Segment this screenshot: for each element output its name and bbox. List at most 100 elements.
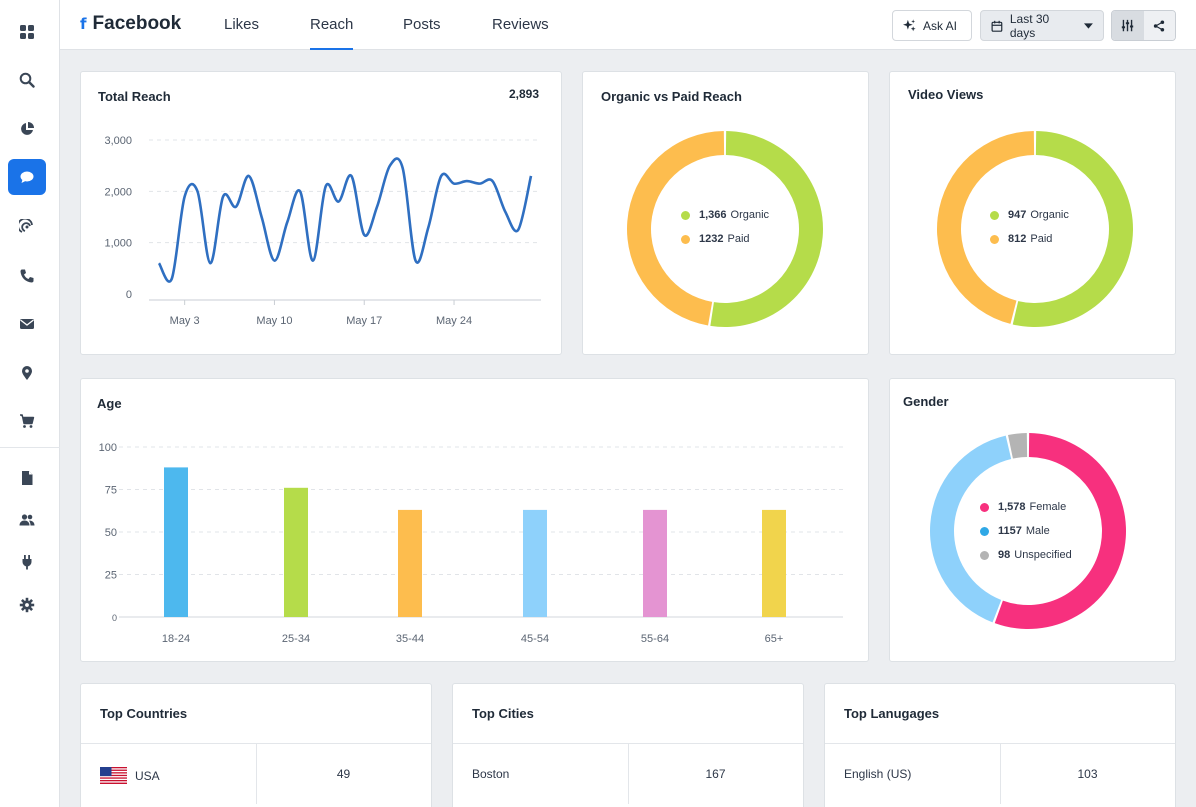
age-bar-55-64: [643, 509, 667, 617]
document-icon[interactable]: [8, 460, 46, 496]
x-tick-label: 55-64: [641, 633, 669, 645]
sliders-icon: [1122, 19, 1134, 32]
table-row[interactable]: English (US) 103: [825, 744, 1175, 804]
search-icon[interactable]: [8, 62, 46, 98]
top-countries-card: Top Countries USA 49: [80, 683, 432, 807]
language-name: English (US): [844, 767, 912, 781]
y-tick-label: 0: [112, 613, 117, 623]
language-value: 103: [1077, 767, 1098, 781]
organic-slice: [710, 131, 823, 327]
date-range-label: Last 30 days: [1009, 11, 1050, 40]
country-name: USA: [135, 768, 160, 783]
organic-paid-donut: [627, 131, 823, 327]
ask-ai-button[interactable]: Ask AI: [892, 10, 972, 41]
city-value: 167: [705, 767, 726, 781]
gear-icon[interactable]: [8, 587, 46, 623]
organic-paid-legend: 1,366 Organic 1232 Paid: [681, 208, 769, 256]
top-languages-title: Top Lanugages: [844, 706, 940, 721]
x-tick-label: 35-44: [396, 633, 424, 645]
sparkle-icon: [903, 19, 916, 32]
organic-slice: [1012, 131, 1133, 327]
share-icon: [1154, 19, 1165, 32]
legend-unspecified: 98 Unspecified: [980, 548, 1072, 562]
legend-organic: 947 Organic: [990, 208, 1069, 222]
calendar-icon: [991, 20, 1003, 32]
paid-slice: [627, 131, 725, 326]
caret-down-icon: [1084, 22, 1093, 29]
legend-female: 1,578 Female: [980, 500, 1072, 514]
tab-posts[interactable]: Posts: [403, 16, 441, 33]
gender-legend: 1,578 Female 1157 Male 98 Unspecified: [980, 500, 1072, 572]
y-tick-label: 0: [126, 289, 132, 301]
users-icon[interactable]: [8, 502, 46, 538]
x-tick-label: May 17: [346, 315, 382, 327]
female-slice: [994, 433, 1126, 629]
tab-reach[interactable]: Reach: [310, 0, 354, 50]
y-tick-label: 2,000: [104, 186, 132, 198]
facebook-icon: f: [80, 15, 87, 33]
chat-icon[interactable]: [8, 159, 46, 195]
legend-organic: 1,366 Organic: [681, 208, 769, 222]
age-title: Age: [97, 396, 122, 411]
y-tick-label: 50: [105, 527, 117, 539]
phone-icon[interactable]: [8, 258, 46, 294]
country-value: 49: [336, 767, 351, 781]
grid-icon[interactable]: [8, 14, 46, 50]
pie-chart-icon[interactable]: [8, 111, 46, 147]
table-row[interactable]: Boston 167: [453, 744, 803, 804]
total-reach-line-chart: 3,000 2,000 1,000 0 May 3 May 10 May 17 May 24: [104, 135, 541, 327]
x-tick-label: 18-24: [162, 633, 190, 645]
top-header: f Facebook Likes Reach Posts Reviews Ask…: [60, 0, 1196, 50]
brand: f Facebook: [80, 13, 181, 35]
plug-icon[interactable]: [8, 544, 46, 580]
reach-series-line: [157, 157, 533, 283]
total-reach-card: Total Reach 2,893 3,000 2,000 1,000 0 May 3 M…: [80, 71, 562, 355]
paid-slice: [937, 131, 1035, 324]
table-row[interactable]: USA 49: [81, 744, 431, 804]
filters-button[interactable]: [1112, 11, 1144, 40]
x-tick-label: 45-54: [521, 633, 549, 645]
organic-paid-title: Organic vs Paid Reach: [601, 89, 742, 104]
age-bar-45-54: [523, 509, 547, 617]
tab-likes[interactable]: Likes: [224, 16, 260, 33]
y-tick-label: 100: [99, 442, 117, 454]
top-cities-card: Top Cities Boston 167: [452, 683, 804, 807]
top-countries-title: Top Countries: [100, 706, 188, 721]
top-cities-title: Top Cities: [472, 706, 534, 721]
view-toggle-group: [1111, 10, 1176, 41]
top-languages-card: Top Lanugages English (US) 103: [824, 683, 1176, 807]
cart-icon[interactable]: [8, 403, 46, 439]
x-tick-label: 25-34: [282, 633, 310, 645]
x-tick-label: May 24: [436, 315, 472, 327]
x-tick-label: May 10: [256, 315, 292, 327]
city-name: Boston: [472, 767, 510, 781]
legend-paid: 1232 Paid: [681, 232, 769, 246]
total-reach-title: Total Reach: [98, 89, 171, 104]
gender-donut: [930, 433, 1126, 629]
video-views-title: Video Views: [908, 87, 984, 102]
age-bar-18-24: [164, 467, 188, 617]
video-views-legend: 947 Organic 812 Paid: [990, 208, 1069, 256]
listening-icon[interactable]: [8, 209, 46, 245]
total-reach-value: 2,893: [508, 87, 539, 101]
share-button[interactable]: [1143, 11, 1175, 40]
video-views-donut: [937, 131, 1133, 327]
sidebar: [0, 0, 60, 807]
organic-paid-card: Organic vs Paid Reach 1,366 Organic 1232 P…: [582, 71, 869, 355]
date-range-dropdown[interactable]: Last 30 days: [980, 10, 1104, 41]
male-slice: [930, 435, 1012, 623]
legend-male: 1157 Male: [980, 524, 1072, 538]
age-bar-chart: 100 75 50 25 0 18-24 25-34 35-44 45-54 55-64 65+: [99, 442, 843, 645]
y-tick-label: 75: [105, 485, 117, 497]
y-tick-label: 1,000: [104, 238, 132, 250]
mail-icon[interactable]: [8, 306, 46, 342]
age-bar-25-34: [284, 487, 308, 617]
age-card: Age 100 75 50 25 0 18-24 25-34 35-44 45-54 55-64 6…: [80, 378, 869, 662]
tab-reviews[interactable]: Reviews: [492, 16, 549, 33]
gender-card: Gender 1,578 Female 1157 Male 98 Unspecifie…: [889, 378, 1176, 662]
y-tick-label: 3,000: [104, 135, 132, 147]
video-views-card: Video Views 947 Organic 812 Paid: [889, 71, 1176, 355]
us-flag-icon: [100, 767, 127, 784]
location-icon[interactable]: [8, 355, 46, 391]
age-bar-35-44: [398, 509, 422, 617]
